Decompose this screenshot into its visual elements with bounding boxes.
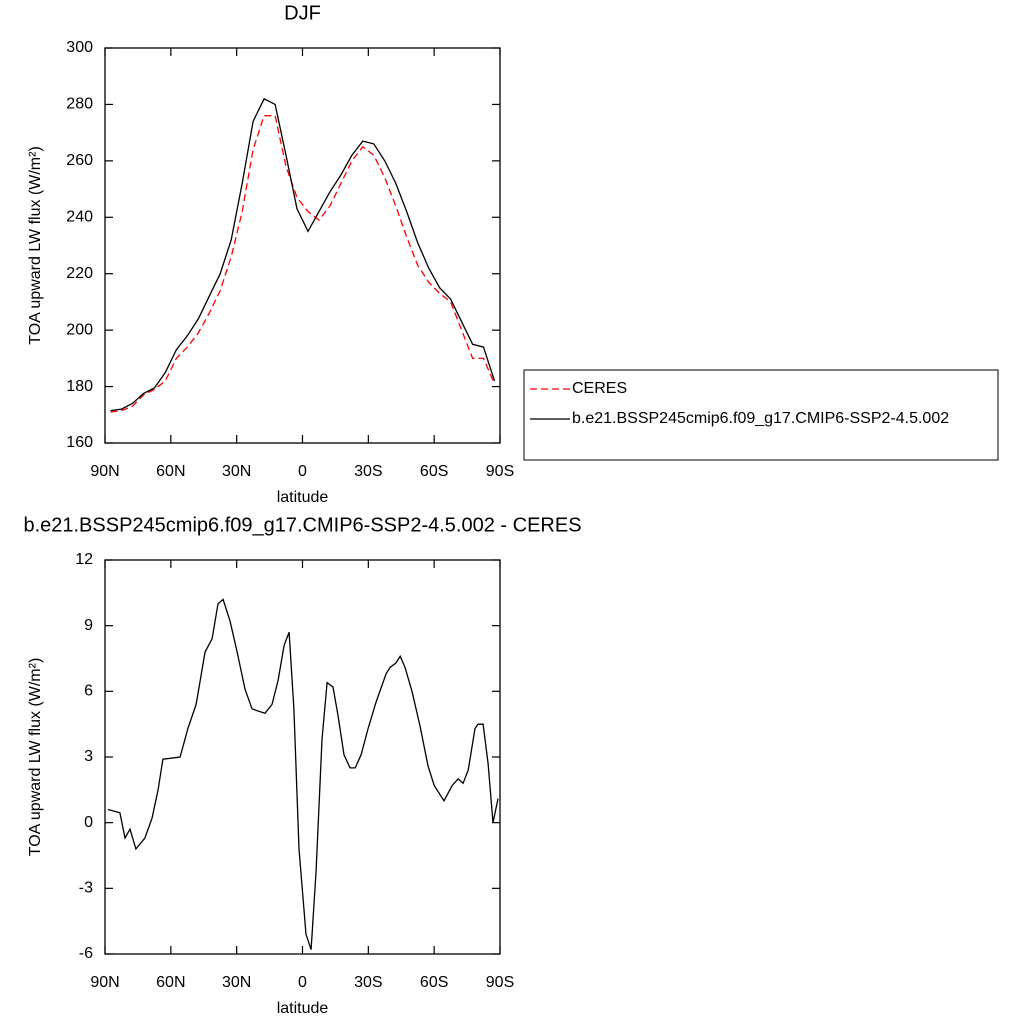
x-tick-label: 30N	[222, 463, 251, 480]
x-tick-label: 30S	[354, 974, 382, 991]
legend-label: b.e21.BSSP245cmip6.f09_g17.CMIP6-SSP2-4.…	[572, 410, 949, 427]
y-tick-label: -3	[79, 880, 93, 897]
data-line	[110, 115, 496, 413]
y-tick-label: 280	[66, 96, 93, 113]
y-tick-label: 9	[84, 617, 93, 634]
legend-box	[523, 369, 999, 461]
chart-title: DJF	[284, 2, 321, 24]
x-tick-label: 90S	[486, 463, 514, 480]
x-axis-label: latitude	[277, 1000, 329, 1017]
y-tick-label: 300	[66, 39, 93, 56]
x-tick-label: 90N	[90, 463, 119, 480]
x-tick-label: 90N	[90, 974, 119, 991]
y-tick-label: 200	[66, 321, 93, 338]
y-tick-label: 6	[84, 683, 93, 700]
legend: CERES b.e21.BSSP245cmip6.f09_g17.CMIP6-SS…	[523, 369, 999, 461]
y-tick-label: 260	[66, 152, 93, 169]
x-tick-label: 60N	[156, 463, 185, 480]
y-tick-label: 220	[66, 265, 93, 282]
legend-label: CERES	[572, 380, 627, 397]
chart-panel: DJF latitude TOA upward LW flux (W/m²) 160 1…	[27, 2, 999, 506]
x-tick-label: 0	[298, 974, 307, 991]
chart-panel: b.e21.BSSP245cmip6.f09_g17.CMIP6-SSP2-4.…	[23, 514, 581, 1017]
plot-frame	[104, 559, 501, 955]
y-tick-label: 160	[66, 434, 93, 451]
x-axis-label: latitude	[277, 489, 329, 506]
data-line	[110, 97, 496, 412]
y-tick-label: 3	[84, 748, 93, 765]
x-tick-label: 30S	[354, 463, 382, 480]
x-tick-label: 60N	[156, 974, 185, 991]
x-tick-label: 60S	[420, 974, 448, 991]
y-axis-label: TOA upward LW flux (W/m²)	[27, 658, 44, 857]
y-tick-label: 240	[66, 209, 93, 226]
plot-frame	[104, 47, 501, 444]
y-tick-label: 12	[75, 551, 93, 568]
y-tick-label: 180	[66, 378, 93, 395]
x-tick-label: 0	[298, 463, 307, 480]
data-line	[107, 598, 499, 950]
x-tick-label: 30N	[222, 974, 251, 991]
chart-title: b.e21.BSSP245cmip6.f09_g17.CMIP6-SSP2-4.…	[23, 514, 581, 536]
y-axis-label: TOA upward LW flux (W/m²)	[27, 146, 44, 345]
x-tick-label: 60S	[420, 463, 448, 480]
y-tick-label: 0	[84, 814, 93, 831]
y-tick-label: -6	[79, 945, 93, 962]
x-tick-label: 90S	[486, 974, 514, 991]
